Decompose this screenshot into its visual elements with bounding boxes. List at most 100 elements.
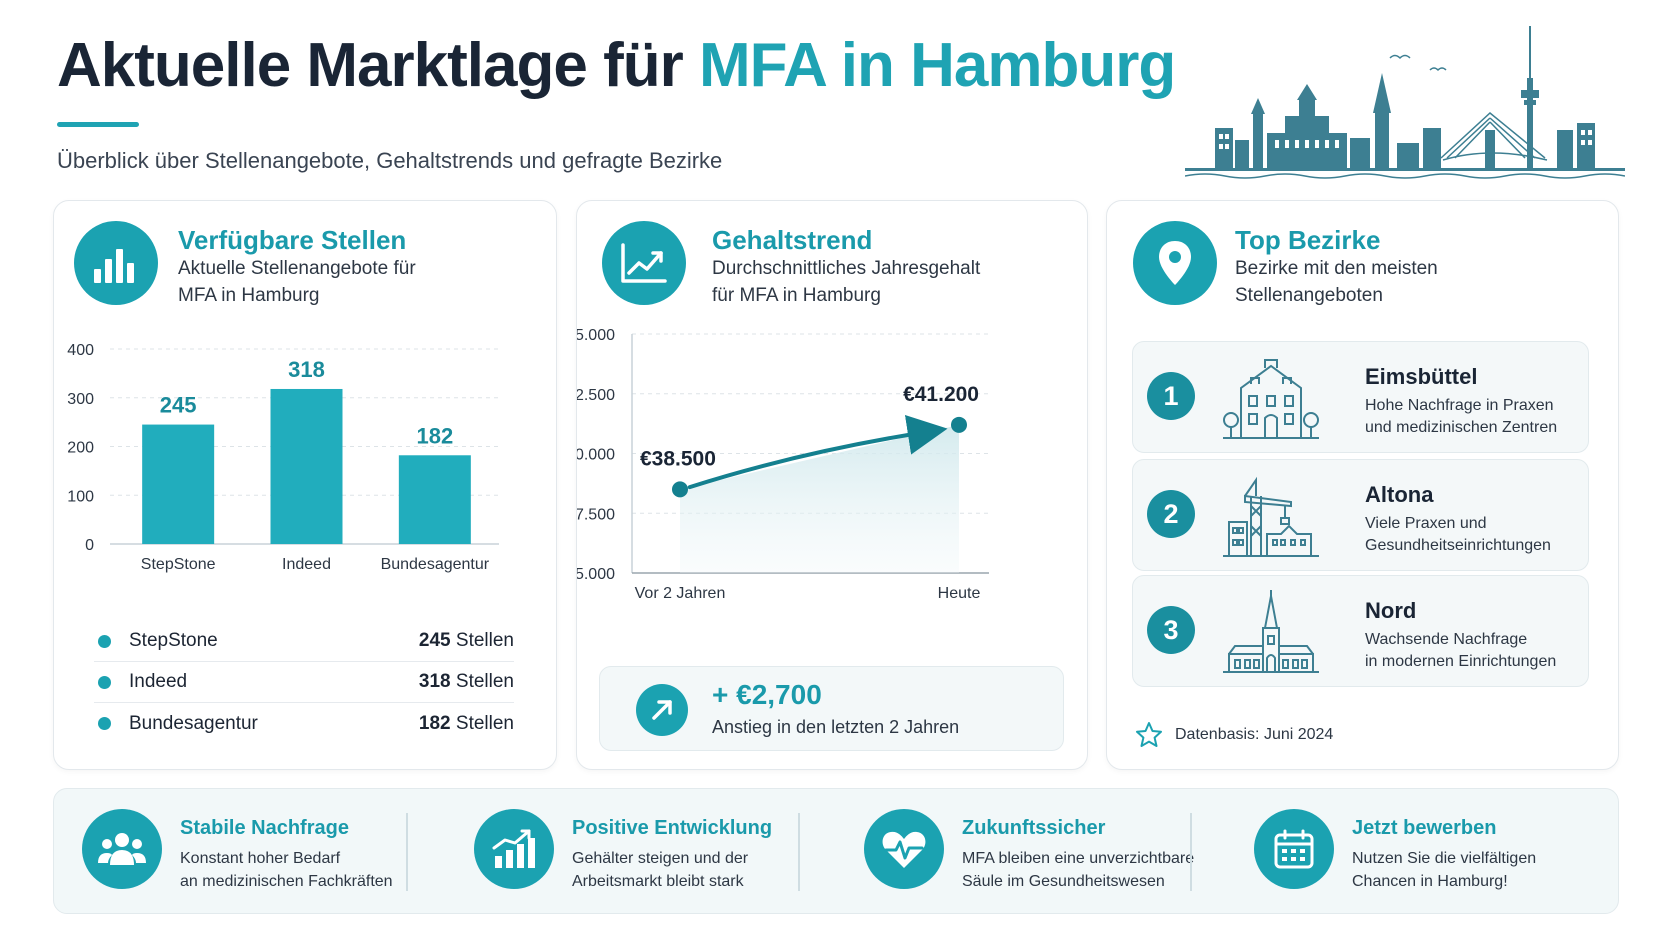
- page-title-main: Aktuelle Marktlage für: [57, 31, 699, 100]
- trend-area: [680, 424, 959, 573]
- y-tick-label: 300: [67, 391, 94, 408]
- y-tick-label: 100: [67, 488, 94, 505]
- feature-positive-entwicklung: Positive Entwicklung Gehälter steigen un…: [446, 789, 836, 915]
- district-desc: Wachsende Nachfrage in modernen Einricht…: [1365, 631, 1557, 670]
- legend-name: Indeed: [129, 671, 188, 692]
- page-title-accent: MFA in Hamburg: [698, 31, 1176, 100]
- bar-value-label: 318: [288, 357, 325, 382]
- bar-chart-icon: [74, 221, 158, 305]
- salary-increase-value: + €2,700: [712, 679, 822, 710]
- jobs-bar-chart: 0 100 200 300 400 245 StepStone 318 Indeed 182 Bun…: [67, 342, 499, 573]
- legend-dot: [98, 634, 111, 648]
- data-source-text: Datenbasis: Juni 2024: [1175, 726, 1334, 743]
- district-name: Nord: [1365, 598, 1417, 623]
- trend-line: [687, 415, 948, 490]
- salary-card-subtitle: Durchschnittliches Jahresgehalt für MFA …: [712, 255, 980, 309]
- y-tick-label: €35.000: [577, 566, 615, 583]
- x-category-label: StepStone: [141, 556, 216, 573]
- trend-value-label: €38.500: [640, 447, 716, 470]
- bar-value-label: 182: [416, 423, 453, 448]
- salary-card: Gehaltstrend Durchschnittliches Jahresge…: [576, 200, 1088, 770]
- calendar-icon: [1254, 809, 1334, 889]
- trend-line-icon: [602, 221, 686, 305]
- y-tick-label: €40.000: [577, 447, 615, 464]
- bar-bundesagentur: [398, 455, 471, 544]
- hamburg-skyline-icon: [1185, 26, 1625, 179]
- district-rank: 2: [1147, 490, 1195, 538]
- jobs-card-subtitle-line2: MFA in Hamburg: [178, 285, 320, 306]
- x-category-label: Heute: [938, 585, 981, 602]
- feature-desc: Gehälter steigen und der Arbeitsmarkt bl…: [572, 850, 749, 890]
- legend-value: 318 Stellen: [418, 671, 514, 692]
- legend-row: Bundesagentur 182 Stellen: [94, 703, 514, 744]
- jobs-card-subtitle: Aktuelle Stellenangebote für MFA in Hamb…: [178, 255, 416, 309]
- x-category-label: Vor 2 Jahren: [635, 585, 726, 602]
- page-title: Aktuelle Marktlage für MFA in Hamburg: [57, 30, 1176, 101]
- x-category-label: Bundesagentur: [381, 556, 490, 573]
- feature-desc: MFA bleiben eine unverzichtbare Säule im…: [962, 850, 1195, 890]
- district-item-nord: 3 Nord Wachsende Nachfrage in modernen E…: [1132, 575, 1589, 687]
- district-rank: 3: [1147, 606, 1195, 654]
- salary-card-subtitle-line1: Durchschnittliches Jahresgehalt: [712, 258, 981, 279]
- district-desc: Viele Praxen und Gesundheitseinrichtunge…: [1365, 515, 1551, 554]
- legend-row: StepStone 245 Stellen: [94, 621, 514, 662]
- districts-card-subtitle-line1: Bezirke mit den meisten: [1235, 258, 1438, 279]
- y-tick-label: €37.500: [577, 506, 615, 523]
- salary-increase-text: Anstieg in den letzten 2 Jahren: [712, 717, 960, 737]
- districts-card: Top Bezirke Bezirke mit den meisten Stel…: [1106, 200, 1619, 770]
- features-strip: Stabile Nachfrage Konstant hoher Bedarf …: [53, 788, 1619, 914]
- harbor-crane-icon: [1223, 476, 1319, 557]
- arrow-up-right-icon: [636, 684, 688, 736]
- jobs-card-subtitle-line1: Aktuelle Stellenangebote für: [178, 258, 416, 279]
- district-item-altona: 2 Altona Viele Praxen und Gesundheitsein…: [1132, 459, 1589, 571]
- district-name: Eimsbüttel: [1365, 364, 1478, 389]
- district-name: Altona: [1365, 482, 1434, 507]
- legend-dot: [98, 717, 111, 730]
- districts-card-title: Top Bezirke: [1235, 225, 1381, 255]
- legend-value: 245 Stellen: [418, 630, 514, 651]
- feature-divider: [1190, 813, 1192, 891]
- legend-name: Bundesagentur: [129, 712, 258, 734]
- legend-dot: [98, 675, 111, 689]
- district-item-eimsbuettel: 1 Eimsbüttel Hohe Nachfrage in Praxen un…: [1132, 341, 1589, 453]
- jobs-card-title: Verfügbare Stellen: [178, 225, 407, 255]
- people-group-icon: [82, 809, 162, 889]
- bar-indeed: [270, 388, 343, 544]
- feature-title: Positive Entwicklung: [572, 817, 773, 839]
- y-tick-label: 400: [67, 342, 94, 359]
- bar-stepstone: [142, 424, 215, 544]
- church-icon: [1223, 590, 1319, 673]
- districts-card-subtitle: Bezirke mit den meisten Stellenangeboten: [1235, 255, 1438, 309]
- feature-title: Jetzt bewerben: [1352, 817, 1497, 839]
- jobs-legend: StepStone 245 Stellen Indeed 318 Stellen…: [94, 621, 514, 744]
- page-subtitle: Überblick über Stellenangebote, Gehaltst…: [57, 148, 723, 173]
- legend-name: StepStone: [129, 630, 218, 651]
- legend-row: Indeed 318 Stellen: [94, 662, 514, 703]
- trend-value-label: €41.200: [903, 383, 979, 406]
- feature-title: Zukunftssicher: [962, 817, 1106, 839]
- data-source: Datenbasis: Juni 2024: [1135, 721, 1333, 749]
- y-tick-label: €45.000: [577, 327, 615, 344]
- townhouse-icon: [1223, 359, 1319, 439]
- salary-card-title: Gehaltstrend: [712, 225, 873, 255]
- title-underline: [57, 122, 139, 127]
- trend-point: [951, 416, 967, 433]
- feature-desc: Konstant hoher Bedarf an medizinischen F…: [180, 850, 393, 890]
- district-desc: Hohe Nachfrage in Praxen und medizinisch…: [1365, 397, 1558, 436]
- jobs-card: Verfügbare Stellen Aktuelle Stellenangeb…: [53, 200, 557, 770]
- legend-value: 182 Stellen: [418, 712, 514, 734]
- y-tick-label: 0: [85, 537, 94, 554]
- districts-card-subtitle-line2: Stellenangeboten: [1235, 285, 1383, 306]
- bar-value-label: 245: [160, 393, 197, 418]
- salary-increase-box: + €2,700 Anstieg in den letzten 2 Jahren: [599, 666, 1064, 751]
- trend-point: [672, 481, 688, 498]
- star-icon: [1136, 722, 1162, 747]
- growth-chart-icon: [474, 809, 554, 889]
- salary-card-subtitle-line2: für MFA in Hamburg: [712, 285, 881, 306]
- feature-zukunftssicher: Zukunftssicher MFA bleiben eine unverzic…: [836, 789, 1226, 915]
- feature-desc: Nutzen Sie die vielfältigen Chancen in H…: [1352, 850, 1537, 890]
- y-tick-label: 200: [67, 440, 94, 457]
- salary-line-chart: €35.000 €37.500 €40.000 €42.500 €45.000 €38.5…: [577, 327, 989, 602]
- district-rank: 1: [1147, 372, 1195, 420]
- feature-jetzt-bewerben: Jetzt bewerben Nutzen Sie die vielfältig…: [1226, 789, 1616, 915]
